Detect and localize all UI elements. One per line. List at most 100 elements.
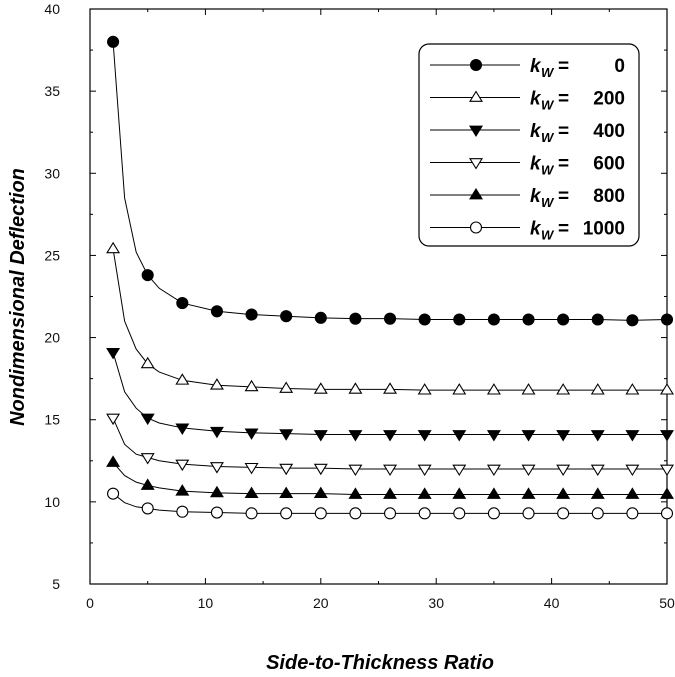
data-point-kw-600 [140, 453, 155, 465]
legend-k-label: k [530, 154, 542, 175]
data-point-kw-200 [625, 383, 640, 395]
data-point-kw-0 [557, 313, 570, 326]
data-point-kw-600 [521, 464, 536, 477]
data-point-kw-0 [280, 310, 293, 323]
data-point-kw-800 [348, 487, 363, 499]
data-point-kw-400 [417, 430, 432, 442]
x-tick-label: 10 [198, 595, 214, 611]
data-point-kw-400 [348, 430, 363, 442]
data-point-kw-1000 [210, 506, 223, 519]
data-point-kw-600 [625, 464, 640, 477]
data-point-kw-400 [279, 429, 294, 441]
data-point-kw-1000 [349, 507, 362, 520]
legend-box [418, 43, 640, 247]
data-point-kw-0 [314, 311, 327, 324]
data-point-kw-0 [210, 305, 223, 318]
data-point-kw-200 [209, 378, 224, 390]
data-point-kw-800 [383, 487, 398, 499]
data-point-kw-400 [106, 347, 121, 360]
data-point-kw-800 [556, 487, 571, 499]
series-line-kw-600 [112, 417, 667, 470]
data-point-kw-800 [279, 486, 294, 499]
data-point-kw-0 [660, 313, 674, 326]
data-point-kw-800 [175, 484, 190, 496]
data-point-kw-800 [209, 485, 224, 498]
legend-equals: = [558, 186, 569, 207]
legend-k-label: k [530, 121, 542, 142]
data-point-kw-400 [244, 428, 259, 440]
data-point-kw-400 [625, 430, 640, 442]
data-point-kw-800 [417, 487, 432, 499]
axis-ticks: 0 10 20 30 40 50 5 10 15 20 25 30 35 40 [44, 1, 675, 611]
data-point-kw-1000 [453, 507, 466, 520]
data-point-kw-200 [660, 383, 674, 395]
data-point-kw-600 [590, 464, 605, 477]
data-point-kw-800 [590, 487, 605, 499]
data-point-kw-200 [486, 383, 501, 395]
data-point-kw-800 [521, 487, 536, 499]
legend-equals: = [558, 219, 569, 240]
data-point-kw-1000 [557, 507, 570, 520]
data-point-kw-1000 [245, 507, 258, 520]
data-point-kw-200 [140, 356, 155, 369]
legend-value: 200 [593, 89, 625, 110]
x-tick-label: 50 [659, 595, 675, 611]
legend-marker [469, 158, 483, 170]
legend-value: 1000 [583, 219, 625, 240]
legend-value: 600 [593, 154, 625, 175]
data-point-kw-0 [141, 269, 154, 282]
legend-subscript: W [541, 98, 555, 113]
y-tick-label: 30 [44, 165, 60, 181]
data-point-kw-600 [244, 462, 259, 475]
data-point-kw-0 [107, 35, 120, 48]
data-point-kw-0 [487, 313, 500, 326]
data-point-kw-1000 [418, 507, 431, 520]
data-point-kw-800 [625, 487, 640, 499]
data-point-kw-0 [418, 313, 431, 326]
legend-k-label: k [530, 186, 542, 207]
data-point-kw-200 [106, 241, 121, 254]
data-point-kw-400 [175, 423, 190, 435]
data-point-kw-200 [417, 383, 432, 395]
data-point-kw-800 [660, 487, 674, 499]
data-point-kw-600 [209, 462, 224, 474]
x-axis-title: Side-to-Thickness Ratio [266, 652, 494, 674]
legend-marker [469, 125, 483, 138]
data-point-kw-1000 [176, 505, 189, 518]
data-point-kw-600 [175, 459, 190, 472]
data-point-kw-400 [486, 430, 501, 442]
data-point-kw-1000 [107, 487, 120, 500]
legend-marker [469, 221, 483, 234]
data-point-kw-0 [245, 308, 258, 321]
data-point-kw-800 [486, 487, 501, 499]
legend-k-label: k [530, 219, 542, 240]
series-markers [106, 35, 674, 520]
data-point-kw-400 [140, 413, 155, 426]
data-point-kw-200 [175, 373, 190, 385]
data-point-kw-600 [348, 464, 363, 477]
data-point-kw-400 [452, 430, 467, 442]
data-point-kw-400 [209, 426, 224, 439]
legend-subscript: W [541, 65, 555, 80]
data-point-kw-0 [626, 314, 639, 327]
data-point-kw-0 [349, 312, 362, 325]
data-point-kw-200 [590, 383, 605, 395]
data-point-kw-200 [279, 381, 294, 393]
legend-marker [469, 187, 483, 200]
data-point-kw-600 [279, 463, 294, 476]
data-point-kw-800 [313, 486, 328, 499]
y-tick-label: 5 [52, 576, 60, 592]
data-point-kw-1000 [522, 507, 535, 520]
data-point-kw-800 [140, 478, 155, 490]
data-point-kw-200 [244, 379, 259, 392]
data-point-kw-0 [453, 313, 466, 326]
y-tick-label: 25 [44, 247, 60, 263]
data-point-kw-600 [556, 464, 571, 477]
x-tick-label: 0 [86, 595, 94, 611]
y-tick-label: 20 [44, 330, 60, 346]
data-point-kw-600 [383, 464, 398, 477]
legend-equals: = [558, 121, 569, 142]
data-point-kw-200 [348, 382, 363, 394]
